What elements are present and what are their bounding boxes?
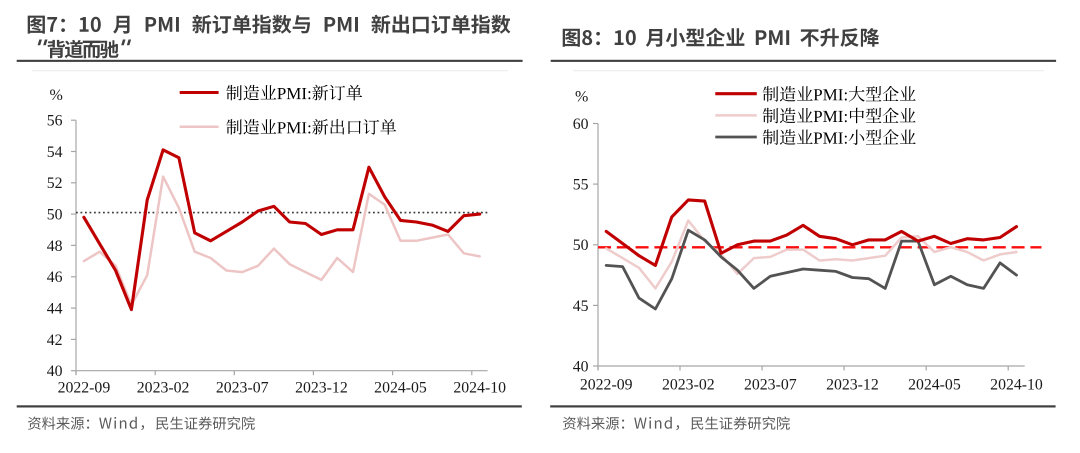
svg-text:50: 50 [573, 237, 589, 254]
svg-text:2022-09: 2022-09 [580, 377, 633, 394]
svg-text:2023-02: 2023-02 [137, 380, 190, 397]
svg-text:%: % [575, 89, 588, 106]
svg-text:40: 40 [573, 358, 589, 375]
svg-text:2023-12: 2023-12 [295, 380, 348, 397]
svg-text:48: 48 [47, 238, 63, 255]
svg-text:42: 42 [47, 332, 63, 349]
svg-text:45: 45 [573, 298, 589, 315]
svg-text:2022-09: 2022-09 [58, 380, 111, 397]
svg-text:%: % [50, 87, 63, 104]
svg-text:56: 56 [47, 113, 63, 130]
svg-text:2024-10: 2024-10 [990, 377, 1043, 394]
svg-text:2023-07: 2023-07 [216, 380, 269, 397]
svg-text:44: 44 [47, 301, 63, 318]
svg-text:60: 60 [573, 116, 589, 133]
svg-text:55: 55 [573, 177, 589, 194]
svg-text:2023-02: 2023-02 [662, 377, 715, 394]
svg-text:54: 54 [47, 144, 63, 161]
svg-text:46: 46 [47, 269, 63, 286]
svg-text:52: 52 [47, 175, 63, 192]
svg-text:40: 40 [47, 363, 63, 380]
svg-text:2024-05: 2024-05 [908, 377, 961, 394]
svg-text:2023-07: 2023-07 [744, 377, 797, 394]
svg-text:2024-10: 2024-10 [453, 380, 506, 397]
svg-text:2023-12: 2023-12 [826, 377, 879, 394]
svg-text:2024-05: 2024-05 [374, 380, 427, 397]
svg-text:50: 50 [47, 207, 63, 224]
